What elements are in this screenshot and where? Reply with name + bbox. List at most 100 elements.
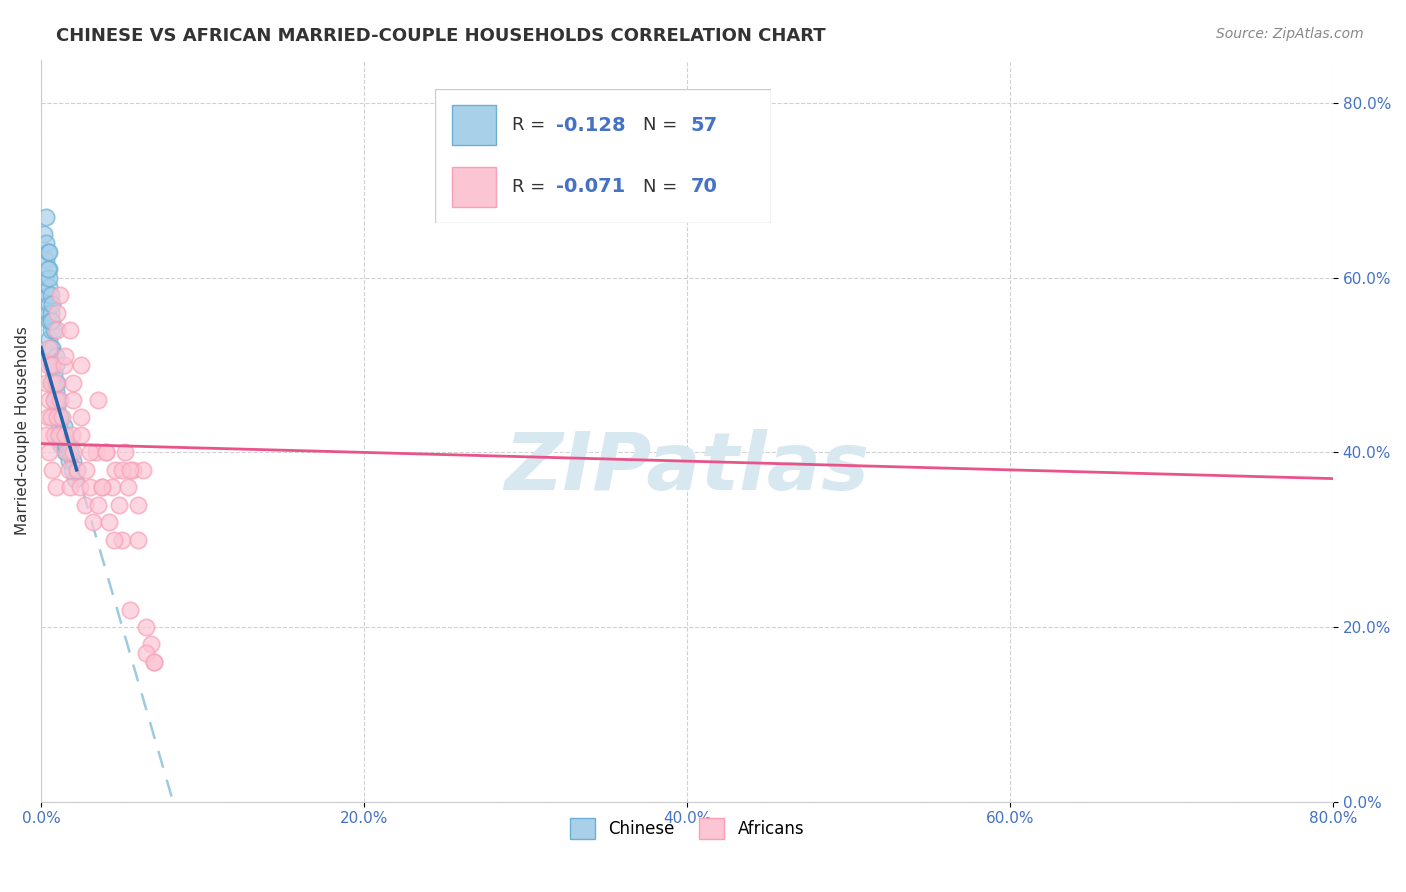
Point [62, 376, 84, 390]
Point [79, 445, 101, 459]
Y-axis label: Married-couple Households: Married-couple Households [15, 326, 30, 535]
Point [132, 463, 155, 477]
Point [49, 288, 72, 302]
Point [53, 436, 76, 450]
Point [46, 401, 69, 416]
Point [46, 323, 69, 337]
Point [46, 376, 69, 390]
Point [62, 445, 84, 459]
Point [73, 498, 96, 512]
Point [38, 270, 60, 285]
Point [60, 463, 83, 477]
Point [107, 498, 129, 512]
Point [86, 392, 108, 407]
Point [37, 410, 59, 425]
Point [38, 314, 60, 328]
Point [41, 341, 63, 355]
Point [39, 410, 62, 425]
Point [46, 428, 69, 442]
Point [46, 306, 69, 320]
Point [46, 410, 69, 425]
Point [70, 358, 93, 372]
Point [42, 392, 65, 407]
Point [41, 358, 63, 372]
Point [37, 288, 59, 302]
Point [70, 410, 93, 425]
Point [82, 515, 104, 529]
Point [39, 314, 62, 328]
Point [37, 306, 59, 320]
Point [38, 262, 60, 277]
Point [39, 358, 62, 372]
Point [62, 454, 84, 468]
Legend: Chinese, Africans: Chinese, Africans [562, 812, 811, 846]
Point [39, 341, 62, 355]
Point [58, 463, 80, 477]
Point [86, 498, 108, 512]
Point [59, 445, 82, 459]
Point [45, 410, 67, 425]
Point [42, 323, 65, 337]
Point [38, 244, 60, 259]
Point [38, 279, 60, 293]
Point [42, 367, 65, 381]
Point [42, 428, 65, 442]
Point [45, 376, 67, 390]
Point [45, 350, 67, 364]
Point [58, 454, 80, 468]
Point [91, 480, 114, 494]
Point [41, 314, 63, 328]
Point [59, 480, 82, 494]
Point [143, 655, 166, 669]
Point [114, 445, 136, 459]
Point [53, 428, 76, 442]
Point [53, 428, 76, 442]
Point [75, 463, 97, 477]
Point [34, 227, 56, 242]
Point [38, 341, 60, 355]
Point [49, 410, 72, 425]
Point [53, 350, 76, 364]
Point [35, 235, 58, 250]
Point [45, 358, 67, 372]
Point [66, 463, 89, 477]
Point [111, 533, 134, 547]
Point [104, 463, 127, 477]
Point [42, 376, 65, 390]
Point [118, 602, 141, 616]
Point [51, 428, 73, 442]
Text: Source: ZipAtlas.com: Source: ZipAtlas.com [1216, 27, 1364, 41]
Point [38, 297, 60, 311]
Point [94, 445, 117, 459]
Point [111, 463, 134, 477]
Point [56, 436, 79, 450]
Point [35, 270, 58, 285]
Point [79, 480, 101, 494]
Point [45, 384, 67, 399]
Point [53, 445, 76, 459]
Point [39, 288, 62, 302]
Point [59, 323, 82, 337]
Point [38, 392, 60, 407]
Point [51, 410, 73, 425]
Point [69, 480, 91, 494]
Point [41, 297, 63, 311]
Point [41, 376, 63, 390]
Point [49, 392, 72, 407]
Point [39, 376, 62, 390]
Point [37, 244, 59, 259]
Point [117, 480, 139, 494]
Point [118, 463, 141, 477]
Point [127, 533, 149, 547]
Point [97, 515, 120, 529]
Point [91, 480, 114, 494]
Point [52, 358, 75, 372]
Point [139, 637, 162, 651]
Point [48, 392, 70, 407]
Point [70, 428, 93, 442]
Point [38, 332, 60, 346]
Point [135, 646, 157, 660]
Point [60, 428, 83, 442]
Point [101, 480, 124, 494]
Point [37, 262, 59, 277]
